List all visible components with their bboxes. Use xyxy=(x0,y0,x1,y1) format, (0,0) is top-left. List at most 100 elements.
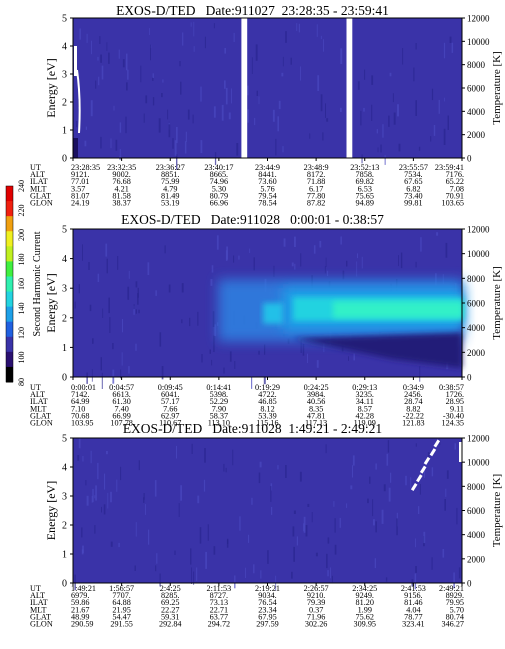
table-cell: 21.95 xyxy=(112,605,130,614)
noise-streak xyxy=(305,525,308,537)
table-cell: -22.22 xyxy=(403,411,424,420)
noise-streak xyxy=(415,100,417,116)
noise-streak xyxy=(148,529,150,545)
noise-streak xyxy=(104,473,106,490)
noise-streak xyxy=(431,467,434,477)
noise-streak xyxy=(317,75,320,91)
table-cell: 77.80 xyxy=(307,191,325,200)
table-cell: 5398. xyxy=(210,390,228,399)
noise-streak xyxy=(179,61,181,67)
table-row-label: ILAT xyxy=(30,177,48,186)
y2-tick-label: 4000 xyxy=(467,323,486,333)
noise-streak xyxy=(154,480,157,497)
table-cell: 71.88 xyxy=(307,177,325,186)
noise-streak xyxy=(97,462,99,480)
table-cell: 0:04:57 xyxy=(109,383,134,392)
noise-streak xyxy=(158,118,161,133)
y2-tick-label: 0 xyxy=(467,373,472,383)
noise-streak xyxy=(92,488,94,503)
noise-streak xyxy=(298,23,300,33)
noise-streak xyxy=(185,131,187,142)
table-cell: 0:38:57 xyxy=(439,383,464,392)
noise-streak xyxy=(277,465,279,470)
table-cell: 0:14:41 xyxy=(206,383,231,392)
noise-streak xyxy=(162,79,164,83)
table-cell: 9034. xyxy=(258,591,276,600)
noise-streak xyxy=(356,261,358,277)
noise-streak xyxy=(418,146,421,151)
table-cell: 94.89 xyxy=(356,199,374,208)
noise-streak xyxy=(331,575,333,583)
noise-streak xyxy=(213,335,215,352)
noise-streak xyxy=(386,453,389,466)
colorbar-segment xyxy=(6,366,13,383)
table-cell: 47.81 xyxy=(307,411,325,420)
noise-streak xyxy=(346,503,348,508)
noise-streak xyxy=(231,88,232,104)
y-axis-label: Energy [eV] xyxy=(44,273,58,332)
y2-axis-label: Temperature [K] xyxy=(491,51,503,124)
y-axis-label: Energy [eV] xyxy=(44,481,58,540)
noise-streak xyxy=(84,140,87,147)
y2-tick-label: 10000 xyxy=(467,249,490,259)
noise-streak xyxy=(372,499,374,517)
noise-streak xyxy=(108,297,110,314)
noise-streak xyxy=(400,252,403,269)
y2-tick-label: 2000 xyxy=(467,130,486,140)
table-cell: 75.65 xyxy=(356,191,374,200)
table-cell: 73.40 xyxy=(404,191,422,200)
noise-streak xyxy=(216,235,219,250)
noise-streak xyxy=(271,507,273,515)
table-cell: 46.85 xyxy=(258,397,276,406)
noise-streak xyxy=(302,344,305,356)
table-cell: 103.95 xyxy=(71,419,94,428)
white-feature-segment xyxy=(419,465,427,474)
noise-streak xyxy=(88,262,90,270)
noise-streak xyxy=(184,141,187,154)
table-row-label: ALT xyxy=(30,591,45,600)
noise-streak xyxy=(152,97,155,106)
noise-streak xyxy=(350,485,353,490)
panel-2: 0 1 2 3 4 5 0 2000 4000 6000 8000 10000 12000 Energy … xyxy=(30,225,503,428)
noise-streak xyxy=(285,465,287,478)
noise-streak xyxy=(145,504,146,515)
noise-streak xyxy=(254,117,256,126)
table-cell: 294.72 xyxy=(208,620,231,629)
table-cell: 99.81 xyxy=(404,199,422,208)
table-cell: 81.20 xyxy=(356,598,374,607)
y2-tick-label: 4000 xyxy=(467,107,486,117)
table-cell: 8727. xyxy=(210,591,228,600)
y-tick-label: 2 xyxy=(62,521,67,532)
table-cell: 24.19 xyxy=(71,199,89,208)
noise-streak xyxy=(127,69,129,80)
table-cell: 8.82 xyxy=(406,404,420,413)
noise-streak xyxy=(327,270,329,276)
table-cell: 7142. xyxy=(71,390,89,399)
noise-streak xyxy=(267,550,269,564)
noise-streak xyxy=(439,439,441,446)
y2-tick-label: 2000 xyxy=(467,554,486,564)
noise-streak xyxy=(90,450,92,464)
noise-streak xyxy=(112,343,114,350)
noise-streak xyxy=(147,262,150,275)
noise-streak xyxy=(334,544,337,555)
noise-streak xyxy=(436,232,439,236)
noise-streak xyxy=(290,57,292,65)
noise-streak xyxy=(431,557,433,570)
noise-streak xyxy=(296,23,298,31)
noise-streak xyxy=(85,480,87,486)
noise-streak xyxy=(447,115,449,130)
noise-streak xyxy=(323,343,325,353)
noise-streak xyxy=(143,113,145,123)
noise-streak xyxy=(277,116,279,132)
noise-streak xyxy=(223,463,225,472)
noise-streak xyxy=(79,28,81,40)
table-cell: 6613. xyxy=(112,390,130,399)
table-cell: 73.13 xyxy=(210,598,228,607)
noise-streak xyxy=(225,87,228,105)
noise-streak xyxy=(247,109,249,123)
noise-streak xyxy=(248,534,250,543)
table-cell: 67.65 xyxy=(404,177,422,186)
noise-streak xyxy=(135,343,137,351)
noise-streak xyxy=(309,133,311,139)
